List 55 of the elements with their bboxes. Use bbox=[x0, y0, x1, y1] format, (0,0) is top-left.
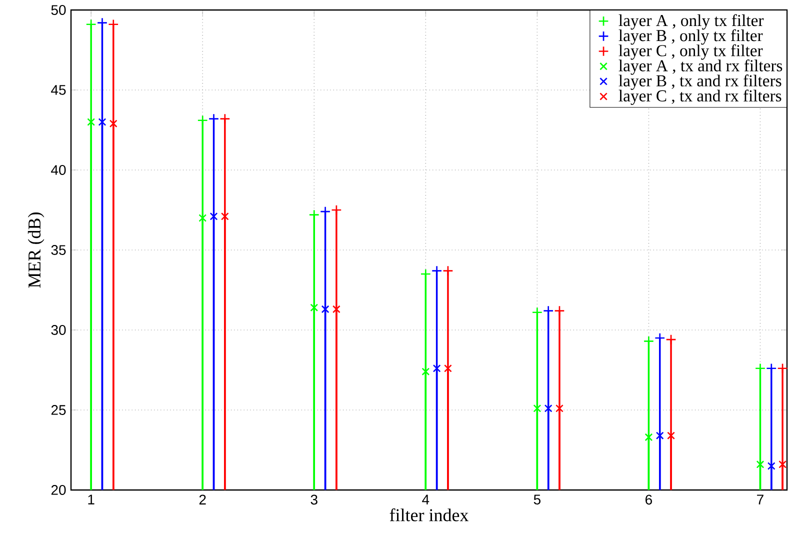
point bbox=[108, 19, 119, 30]
point bbox=[210, 212, 218, 220]
legend-label: layer C , tx and rx filters bbox=[618, 90, 782, 105]
point bbox=[556, 404, 564, 412]
point bbox=[422, 368, 430, 376]
point bbox=[554, 305, 565, 316]
x-tick-label: 5 bbox=[534, 494, 540, 504]
point bbox=[86, 19, 96, 30]
point bbox=[321, 305, 330, 314]
x-tick-label: 6 bbox=[646, 494, 652, 505]
y-tick-label: 40 bbox=[51, 165, 66, 175]
legend-label: layer B , only tx filter bbox=[618, 29, 763, 45]
point bbox=[666, 334, 676, 345]
legend-label: layer C , only tx filter bbox=[618, 44, 763, 60]
point bbox=[98, 118, 106, 126]
legend-label: layer A , only tx filter bbox=[618, 14, 764, 30]
point bbox=[331, 204, 342, 216]
point bbox=[332, 305, 340, 314]
point bbox=[308, 209, 320, 220]
y-tick-label: 25 bbox=[51, 405, 66, 415]
legend-label: layer A , tx and rx filters bbox=[618, 59, 782, 75]
point bbox=[442, 265, 454, 276]
point bbox=[767, 462, 776, 470]
point bbox=[310, 304, 318, 312]
point bbox=[644, 433, 653, 442]
y-tick-label: 20 bbox=[51, 485, 66, 495]
point bbox=[109, 120, 118, 128]
point bbox=[766, 363, 777, 374]
y-tick-label: 50 bbox=[51, 5, 66, 15]
point bbox=[220, 113, 230, 124]
x-tick-label: 7 bbox=[757, 494, 764, 504]
point bbox=[87, 118, 96, 126]
y-tick-label: 35 bbox=[51, 245, 66, 255]
point bbox=[777, 363, 788, 374]
point bbox=[656, 432, 664, 440]
point bbox=[544, 404, 552, 412]
point bbox=[756, 460, 764, 468]
legend-label: layer B , tx and rx filters bbox=[618, 74, 782, 90]
y-tick-label: 45 bbox=[51, 85, 66, 95]
point bbox=[197, 115, 208, 126]
point bbox=[432, 364, 441, 372]
point bbox=[533, 404, 542, 412]
point bbox=[778, 460, 787, 468]
x-tick-label: 4 bbox=[422, 494, 430, 504]
x-tick-label: 2 bbox=[199, 494, 206, 504]
point bbox=[444, 364, 452, 372]
point bbox=[667, 432, 675, 440]
point bbox=[654, 332, 666, 344]
point bbox=[198, 214, 207, 222]
x-tick-label: 3 bbox=[310, 494, 318, 505]
x-axis-title: filter index bbox=[390, 508, 469, 522]
y-axis-title: MER (dB) bbox=[28, 212, 44, 288]
y-tick-label: 30 bbox=[51, 325, 66, 335]
x-tick-label: 1 bbox=[88, 494, 94, 504]
point bbox=[220, 212, 229, 220]
